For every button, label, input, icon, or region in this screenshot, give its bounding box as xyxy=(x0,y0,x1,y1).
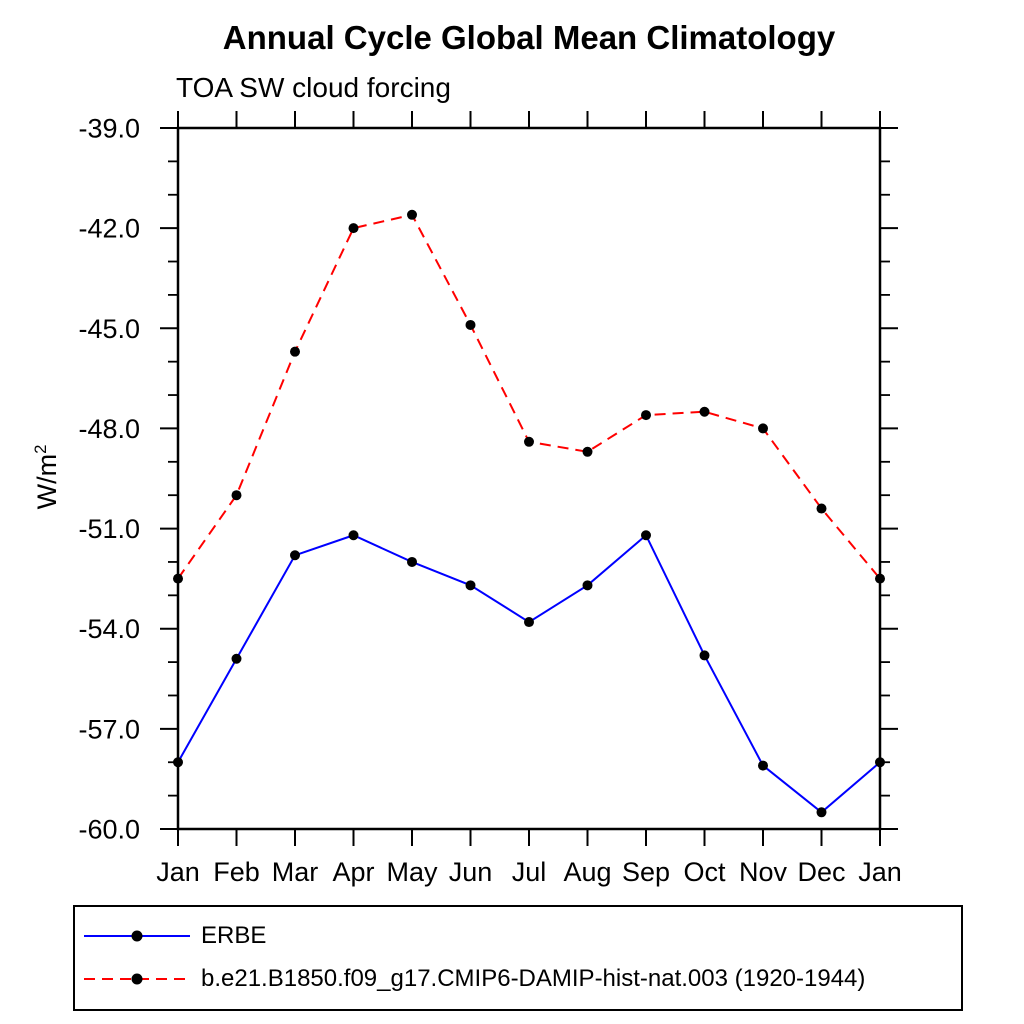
legend-box: ERBE b.e21.B1850.f09_g17.CMIP6-DAMIP-his… xyxy=(73,905,963,1011)
data-point xyxy=(465,319,476,330)
x-tick-label: Dec xyxy=(797,857,845,887)
y-axis: -39.0 -42.0 -45.0 -48.0 -51.0 -54.0 -57.0 -60.0 xyxy=(78,114,898,845)
y-tick-label: -54.0 xyxy=(78,614,140,644)
y-tick-label: -57.0 xyxy=(78,714,140,744)
x-tick-label: Jan xyxy=(156,857,200,887)
y-tick-label: -60.0 xyxy=(78,815,140,845)
legend-item-model: b.e21.B1850.f09_g17.CMIP6-DAMIP-hist-nat… xyxy=(81,965,865,993)
x-tick-label: Jun xyxy=(449,857,493,887)
x-tick-label: Nov xyxy=(739,857,788,887)
x-axis: Jan Feb Mar Apr May Jun Jul Aug Sep Oct Nov Dec Jan xyxy=(156,111,902,887)
legend-sample-marker xyxy=(131,973,143,985)
data-point xyxy=(231,490,242,501)
x-tick-label: Mar xyxy=(272,857,319,887)
y-tick-label: -45.0 xyxy=(78,314,140,344)
series-line xyxy=(177,213,881,580)
x-tick-label: Feb xyxy=(213,857,260,887)
x-tick-label: Jan xyxy=(858,857,902,887)
data-point xyxy=(875,573,885,584)
data-point xyxy=(816,503,827,514)
y-tick-label: -42.0 xyxy=(78,214,140,244)
chart-title: Annual Cycle Global Mean Climatology xyxy=(222,19,836,56)
chart-subtitle: TOA SW cloud forcing xyxy=(176,72,451,103)
x-tick-label: Apr xyxy=(332,857,374,887)
data-point xyxy=(582,580,593,591)
series-model xyxy=(173,209,885,584)
series-erbe xyxy=(173,530,885,818)
data-point xyxy=(407,209,417,220)
x-tick-label: Aug xyxy=(563,857,611,887)
data-point xyxy=(173,757,183,768)
data-point xyxy=(231,653,242,664)
legend-label-erbe: ERBE xyxy=(201,922,267,949)
y-axis-label: W/m2 xyxy=(31,445,63,510)
data-point xyxy=(348,223,359,234)
data-point xyxy=(699,406,710,417)
data-point xyxy=(524,436,534,447)
data-point xyxy=(407,556,417,567)
data-point xyxy=(699,650,710,661)
data-point xyxy=(465,580,476,591)
y-axis-label-superscript: 2 xyxy=(31,444,50,454)
plot-frame xyxy=(176,126,882,831)
data-point xyxy=(641,530,651,541)
x-tick-label: Oct xyxy=(683,857,726,887)
data-point xyxy=(348,530,359,541)
y-axis-label-text: W/m xyxy=(32,453,62,510)
legend-sample-marker xyxy=(131,930,143,942)
data-point xyxy=(290,346,300,357)
legend-item-erbe: ERBE xyxy=(81,922,266,950)
y-tick-label: -39.0 xyxy=(78,114,140,144)
x-tick-label: Jul xyxy=(512,857,547,887)
y-tick-label: -48.0 xyxy=(78,414,140,444)
data-point xyxy=(758,760,768,771)
data-point xyxy=(173,573,183,584)
data-point xyxy=(524,617,534,628)
data-point xyxy=(875,757,885,768)
data-point xyxy=(758,423,768,434)
series-line xyxy=(177,533,881,814)
x-tick-label: May xyxy=(386,857,438,887)
legend-line-sample-model xyxy=(84,973,190,985)
data-point xyxy=(290,550,300,561)
y-tick-label: -51.0 xyxy=(78,514,140,544)
x-tick-label: Sep xyxy=(622,857,670,887)
legend-line-sample-erbe xyxy=(84,930,190,942)
data-point xyxy=(582,446,593,457)
data-point xyxy=(816,807,827,818)
legend-label-model: b.e21.B1850.f09_g17.CMIP6-DAMIP-hist-nat… xyxy=(201,965,866,992)
data-point xyxy=(641,410,651,421)
